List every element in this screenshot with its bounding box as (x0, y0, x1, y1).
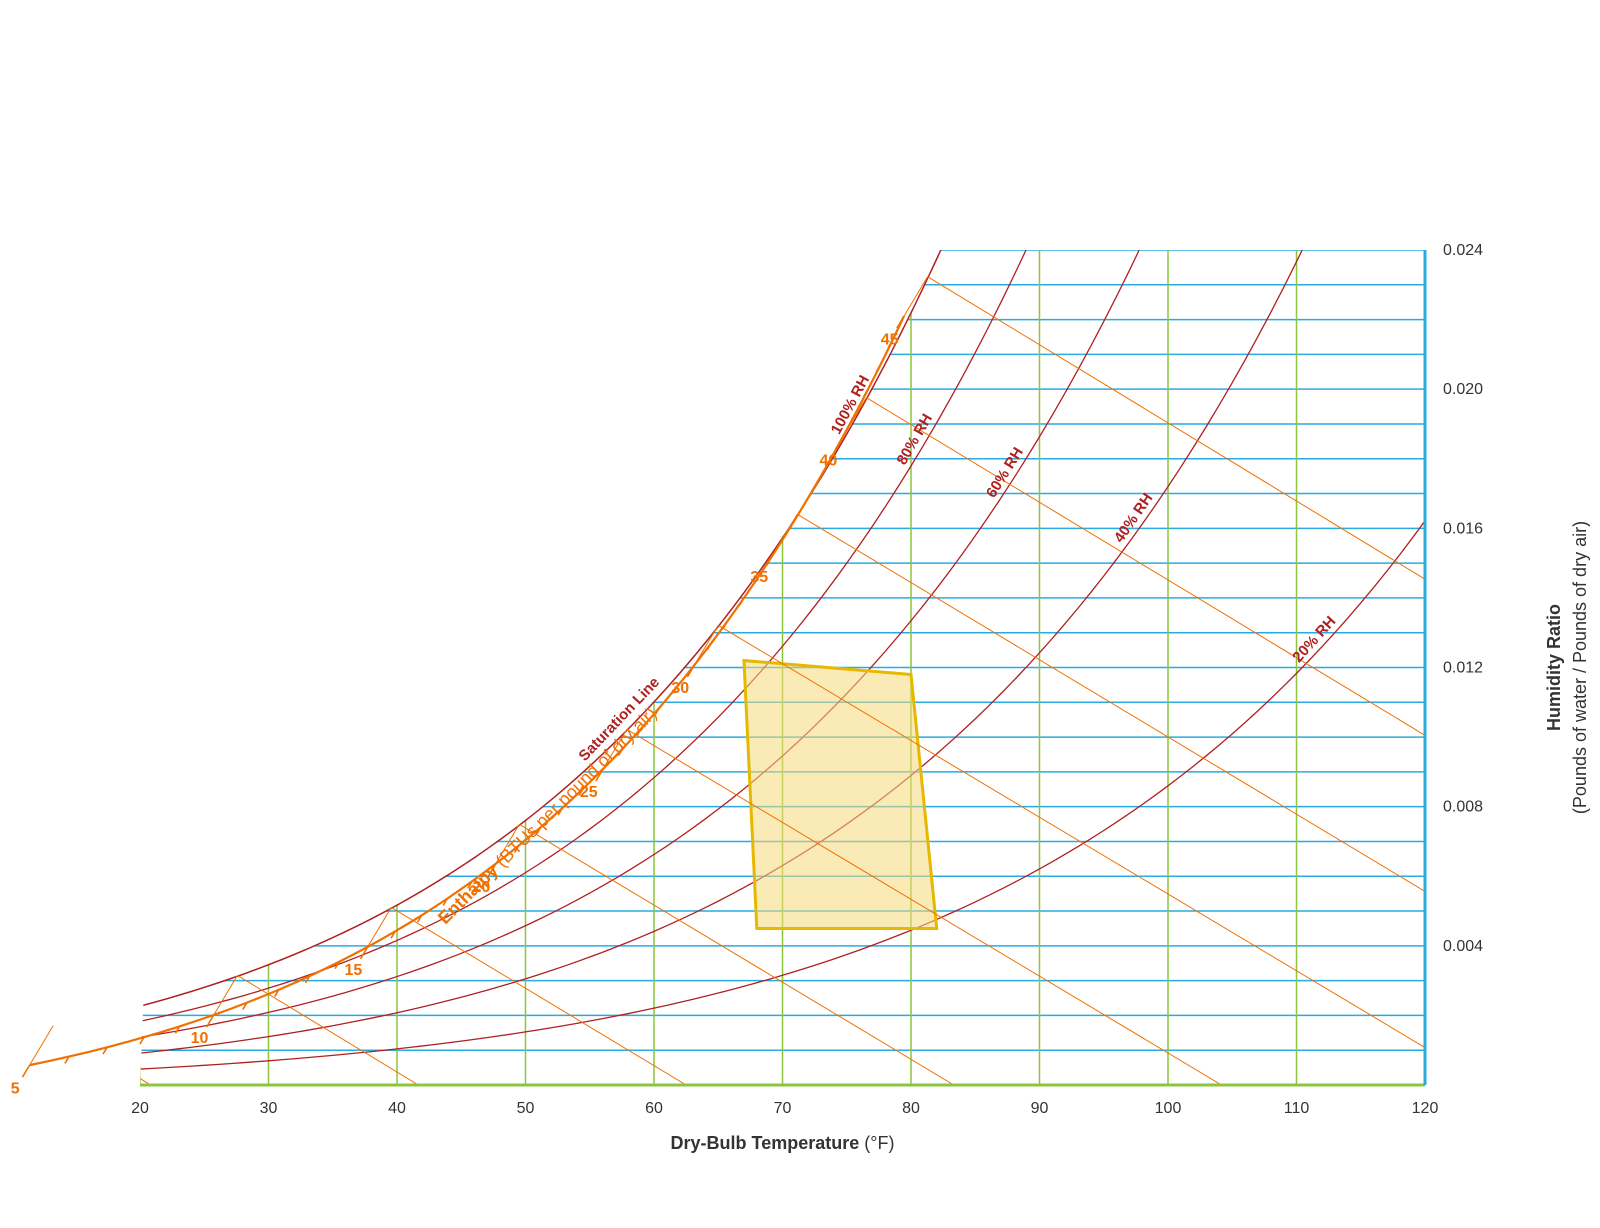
x-tick-label: 50 (517, 1100, 535, 1117)
x-tick-label: 40 (388, 1100, 406, 1117)
enthalpy-tick-label: 45 (881, 331, 899, 348)
enthalpy-ext-45 (904, 277, 928, 316)
x-tick-label: 100 (1155, 1100, 1182, 1117)
enthalpy-45 (928, 277, 1425, 580)
enthalpy-tick (22, 1065, 29, 1077)
y-tick-label: 0.016 (1443, 520, 1483, 537)
x-tick-label: 70 (774, 1100, 792, 1117)
y-tick-label: 0.020 (1443, 381, 1483, 398)
x-tick-label: 90 (1031, 1100, 1049, 1117)
rh-label-40: 40% RH (1111, 490, 1157, 546)
x-tick-label: 60 (645, 1100, 663, 1117)
y-tick-label: 0.012 (1443, 660, 1483, 677)
enthalpy-tick-label: 35 (750, 569, 768, 586)
enthalpy-tick-label: 15 (344, 962, 362, 979)
enthalpy-tick-label: 5 (11, 1080, 20, 1097)
enthalpy-tick-label: 30 (671, 680, 689, 697)
enthalpy-tick-label: 10 (191, 1030, 209, 1047)
y-tick-label: 0.004 (1443, 938, 1483, 955)
chart-svg: 51015202530354045Enthalpy (BTUs per poun… (0, 0, 1600, 1228)
x-tick-label: 110 (1284, 1100, 1310, 1117)
enthalpy-40 (866, 398, 1425, 736)
y-tick-label: 0.024 (1443, 242, 1483, 259)
x-tick-label: 80 (902, 1100, 920, 1117)
y-tick-label: 0.008 (1443, 799, 1483, 816)
enthalpy-ext-5 (30, 1026, 54, 1065)
enthalpy-tick (897, 316, 904, 328)
y-axis-title: Humidity Ratio (1544, 604, 1564, 731)
enthalpy-axis-title: Enthalpy (BTUs per pound of dry air) (434, 703, 661, 928)
enthalpy-15 (391, 907, 686, 1085)
enthalpy-tick (798, 508, 802, 515)
x-tick-label: 120 (1412, 1100, 1439, 1117)
x-tick-label: 30 (260, 1100, 278, 1117)
x-axis-title: Dry-Bulb Temperature (°F) (671, 1133, 895, 1153)
enthalpy-25 (627, 729, 1222, 1085)
enthalpy-tick-label: 40 (819, 452, 837, 469)
comfort-zone (744, 661, 937, 929)
enthalpy-5 (53, 1026, 150, 1085)
psychrometric-chart: 51015202530354045Enthalpy (BTUs per poun… (0, 0, 1600, 1228)
enthalpy-10 (237, 975, 418, 1085)
x-tick-label: 20 (131, 1100, 149, 1117)
y-axis-subtitle: (Pounds of water / Pounds of dry air) (1570, 521, 1590, 814)
